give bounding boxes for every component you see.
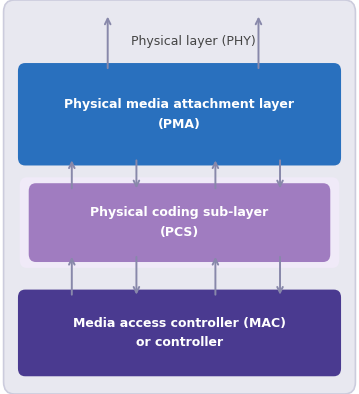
FancyBboxPatch shape [18, 63, 341, 165]
FancyBboxPatch shape [18, 290, 341, 376]
Text: Physical coding sub-layer: Physical coding sub-layer [90, 206, 269, 219]
FancyBboxPatch shape [29, 183, 330, 262]
Text: Physical layer (PHY): Physical layer (PHY) [131, 35, 256, 48]
Text: (PMA): (PMA) [158, 118, 201, 130]
FancyBboxPatch shape [4, 0, 355, 394]
Text: Media access controller (MAC): Media access controller (MAC) [73, 317, 286, 329]
Text: Physical media attachment layer: Physical media attachment layer [65, 98, 294, 111]
Text: or controller: or controller [136, 336, 223, 349]
Text: (PCS): (PCS) [160, 226, 199, 239]
FancyBboxPatch shape [20, 177, 339, 268]
